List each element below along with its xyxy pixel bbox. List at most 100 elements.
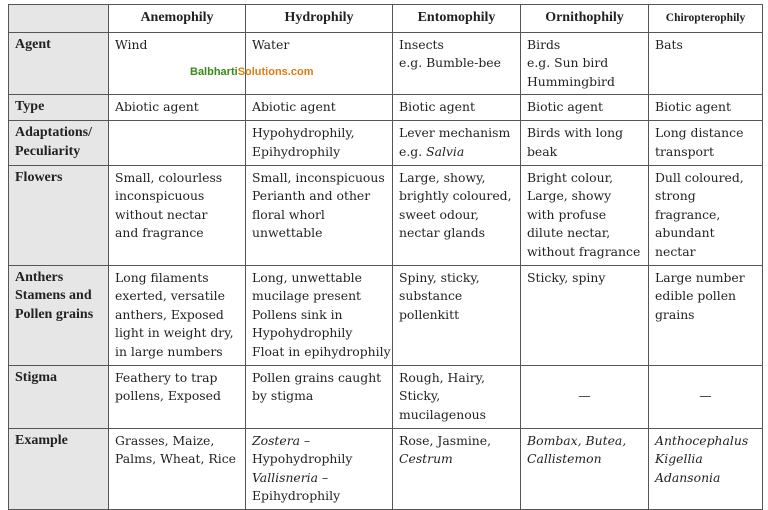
header-row: Anemophily Hydrophily Entomophily Ornith… (8, 4, 763, 33)
cell-text: Float in epihydrophily (252, 343, 391, 359)
cell-line: mucilage present (252, 287, 386, 306)
cell-line: e.g. Bumble-bee (399, 54, 514, 73)
cell-line: — (527, 387, 642, 406)
cell-line: without fragrance (527, 243, 642, 262)
cell-line: strong (655, 187, 756, 206)
column-header-ornithophily: Ornithophily (520, 4, 649, 33)
row-header-line: Stamens and (15, 288, 92, 304)
cell-line: e.g. Sun bird (527, 54, 642, 73)
column-header-chiropterophily: Chiropterophily (648, 4, 763, 33)
cell-line: floral whorl (252, 206, 386, 225)
cell-text: exerted, versatile (115, 288, 225, 304)
cell-text: with profuse (527, 206, 607, 222)
cell-line: Rough, Hairy, (399, 369, 514, 388)
table-cell-anemophily: Feathery to trap pollens, Exposed (108, 364, 246, 429)
column-header-hydrophily: Hydrophily (245, 4, 393, 33)
cell-text: Sticky, (399, 388, 441, 404)
row-header: Flowers (8, 164, 109, 266)
cell-line: Bright colour, (527, 169, 642, 188)
table-cell-hydrophily: Hypohydrophily, Epihydrophily (245, 120, 393, 166)
table-cell-anemophily (108, 120, 246, 166)
cell-line: Long distance (655, 124, 756, 143)
cell-text: Biotic agent (527, 99, 603, 115)
row-header-line: Flowers (15, 169, 63, 185)
cell-text: Zostera (252, 432, 301, 448)
cell-line: Perianth and other (252, 187, 386, 206)
cell-text: Pollens sink in (252, 306, 343, 322)
cell-line: Bats (655, 36, 756, 55)
table-cell-ornithophily: Bright colour, Large, showy with profuse di… (520, 164, 649, 266)
table-cell-ornithophily: Birds e.g. Sun bird Hummingbird (520, 31, 649, 96)
table-cell-entomophily: Large, showy, brightly coloured, sweet odo… (392, 164, 521, 266)
cell-text: Feathery to trap (115, 369, 218, 385)
cell-line: Hummingbird (527, 73, 642, 92)
cell-line: Long filaments (115, 269, 239, 288)
cell-text: mucilagenous (399, 406, 487, 422)
cell-line: Palms, Wheat, Rice (115, 450, 239, 469)
watermark-part1: Balbharti (190, 66, 238, 78)
cell-text: Kigellia (655, 451, 703, 467)
cell-line: by stigma (252, 387, 386, 406)
cell-line: Dull coloured, (655, 169, 756, 188)
row-header: Type (8, 94, 109, 122)
cell-line: sweet odour, (399, 206, 514, 225)
cell-line: transport (655, 143, 756, 162)
row-header-line: Agent (15, 36, 51, 52)
table-row: Type Abiotic agent Abiotic agent Biotic age… (8, 94, 763, 122)
cell-text: Pollen grains caught (252, 369, 382, 385)
cell-text: Vallisneria (252, 469, 319, 485)
cell-line: Pollens sink in (252, 306, 386, 325)
table-cell-chiropterophily: Large number edible pollen grains (648, 264, 763, 366)
cell-text: Abiotic agent (115, 99, 199, 115)
cell-line: abundant (655, 224, 756, 243)
table-cell-anemophily: Long filaments exerted, versatile anthers,… (108, 264, 246, 366)
table-cell-ornithophily: Birds with long beak (520, 120, 649, 166)
cell-text: e.g. Bumble-bee (399, 55, 501, 71)
cell-line: substance (399, 287, 514, 306)
cell-line: Epihydrophily (252, 487, 386, 506)
cell-text: Large, showy, (399, 169, 486, 185)
cell-text: without nectar (115, 206, 208, 222)
cell-line: Long, unwettable (252, 269, 386, 288)
table-cell-ornithophily: — (520, 364, 649, 429)
cell-text: inconspicuous (115, 188, 205, 204)
cell-line: beak (527, 143, 642, 162)
table-cell-hydrophily: Pollen grains caught by stigma (245, 364, 393, 429)
table-cell-chiropterophily: Long distance transport (648, 120, 763, 166)
row-header: Stigma (8, 364, 109, 429)
cell-text: Palms, Wheat, Rice (115, 451, 236, 467)
cell-line: Biotic agent (527, 98, 642, 117)
cell-line: nectar (655, 243, 756, 262)
cell-text: Bright colour, (527, 169, 614, 185)
cell-line: inconspicuous (115, 187, 239, 206)
cell-line: Callistemon (527, 450, 642, 469)
cell-text: fragrance, (655, 206, 721, 222)
cell-text: Insects (399, 36, 444, 52)
cell-line: with profuse (527, 206, 642, 225)
row-header: Anthers Stamens and Pollen grains (8, 264, 109, 366)
table-cell-hydrophily: Abiotic agent (245, 94, 393, 122)
cell-line: Sticky, spiny (527, 269, 642, 288)
cell-line: in large numbers (115, 343, 239, 362)
cell-text: Long, unwettable (252, 269, 362, 285)
cell-line: Birds with long (527, 124, 642, 143)
cell-line: Zostera – (252, 432, 386, 451)
cell-line: — (655, 387, 756, 406)
row-header-line: Peculiarity (15, 143, 81, 159)
cell-line: Pollen grains caught (252, 369, 386, 388)
cell-text: Long filaments (115, 269, 209, 285)
cell-line: Hypohydrophily (252, 450, 386, 469)
row-header: Adaptations/Peculiarity (8, 120, 109, 166)
cell-line: Biotic agent (399, 98, 514, 117)
cell-text: mucilage present (252, 288, 362, 304)
cell-text: light in weight dry, (115, 325, 234, 341)
cell-text: Abiotic agent (252, 99, 336, 115)
cell-text: strong (655, 188, 696, 204)
table-cell-anemophily: Grasses, Maize, Palms, Wheat, Rice (108, 427, 246, 510)
cell-line: nectar glands (399, 224, 514, 243)
cell-text: substance (399, 288, 463, 304)
cell-line: brightly coloured, (399, 187, 514, 206)
cell-line: unwettable (252, 224, 386, 243)
cell-text: Biotic agent (399, 99, 475, 115)
table-cell-chiropterophily: Bats (648, 31, 763, 96)
